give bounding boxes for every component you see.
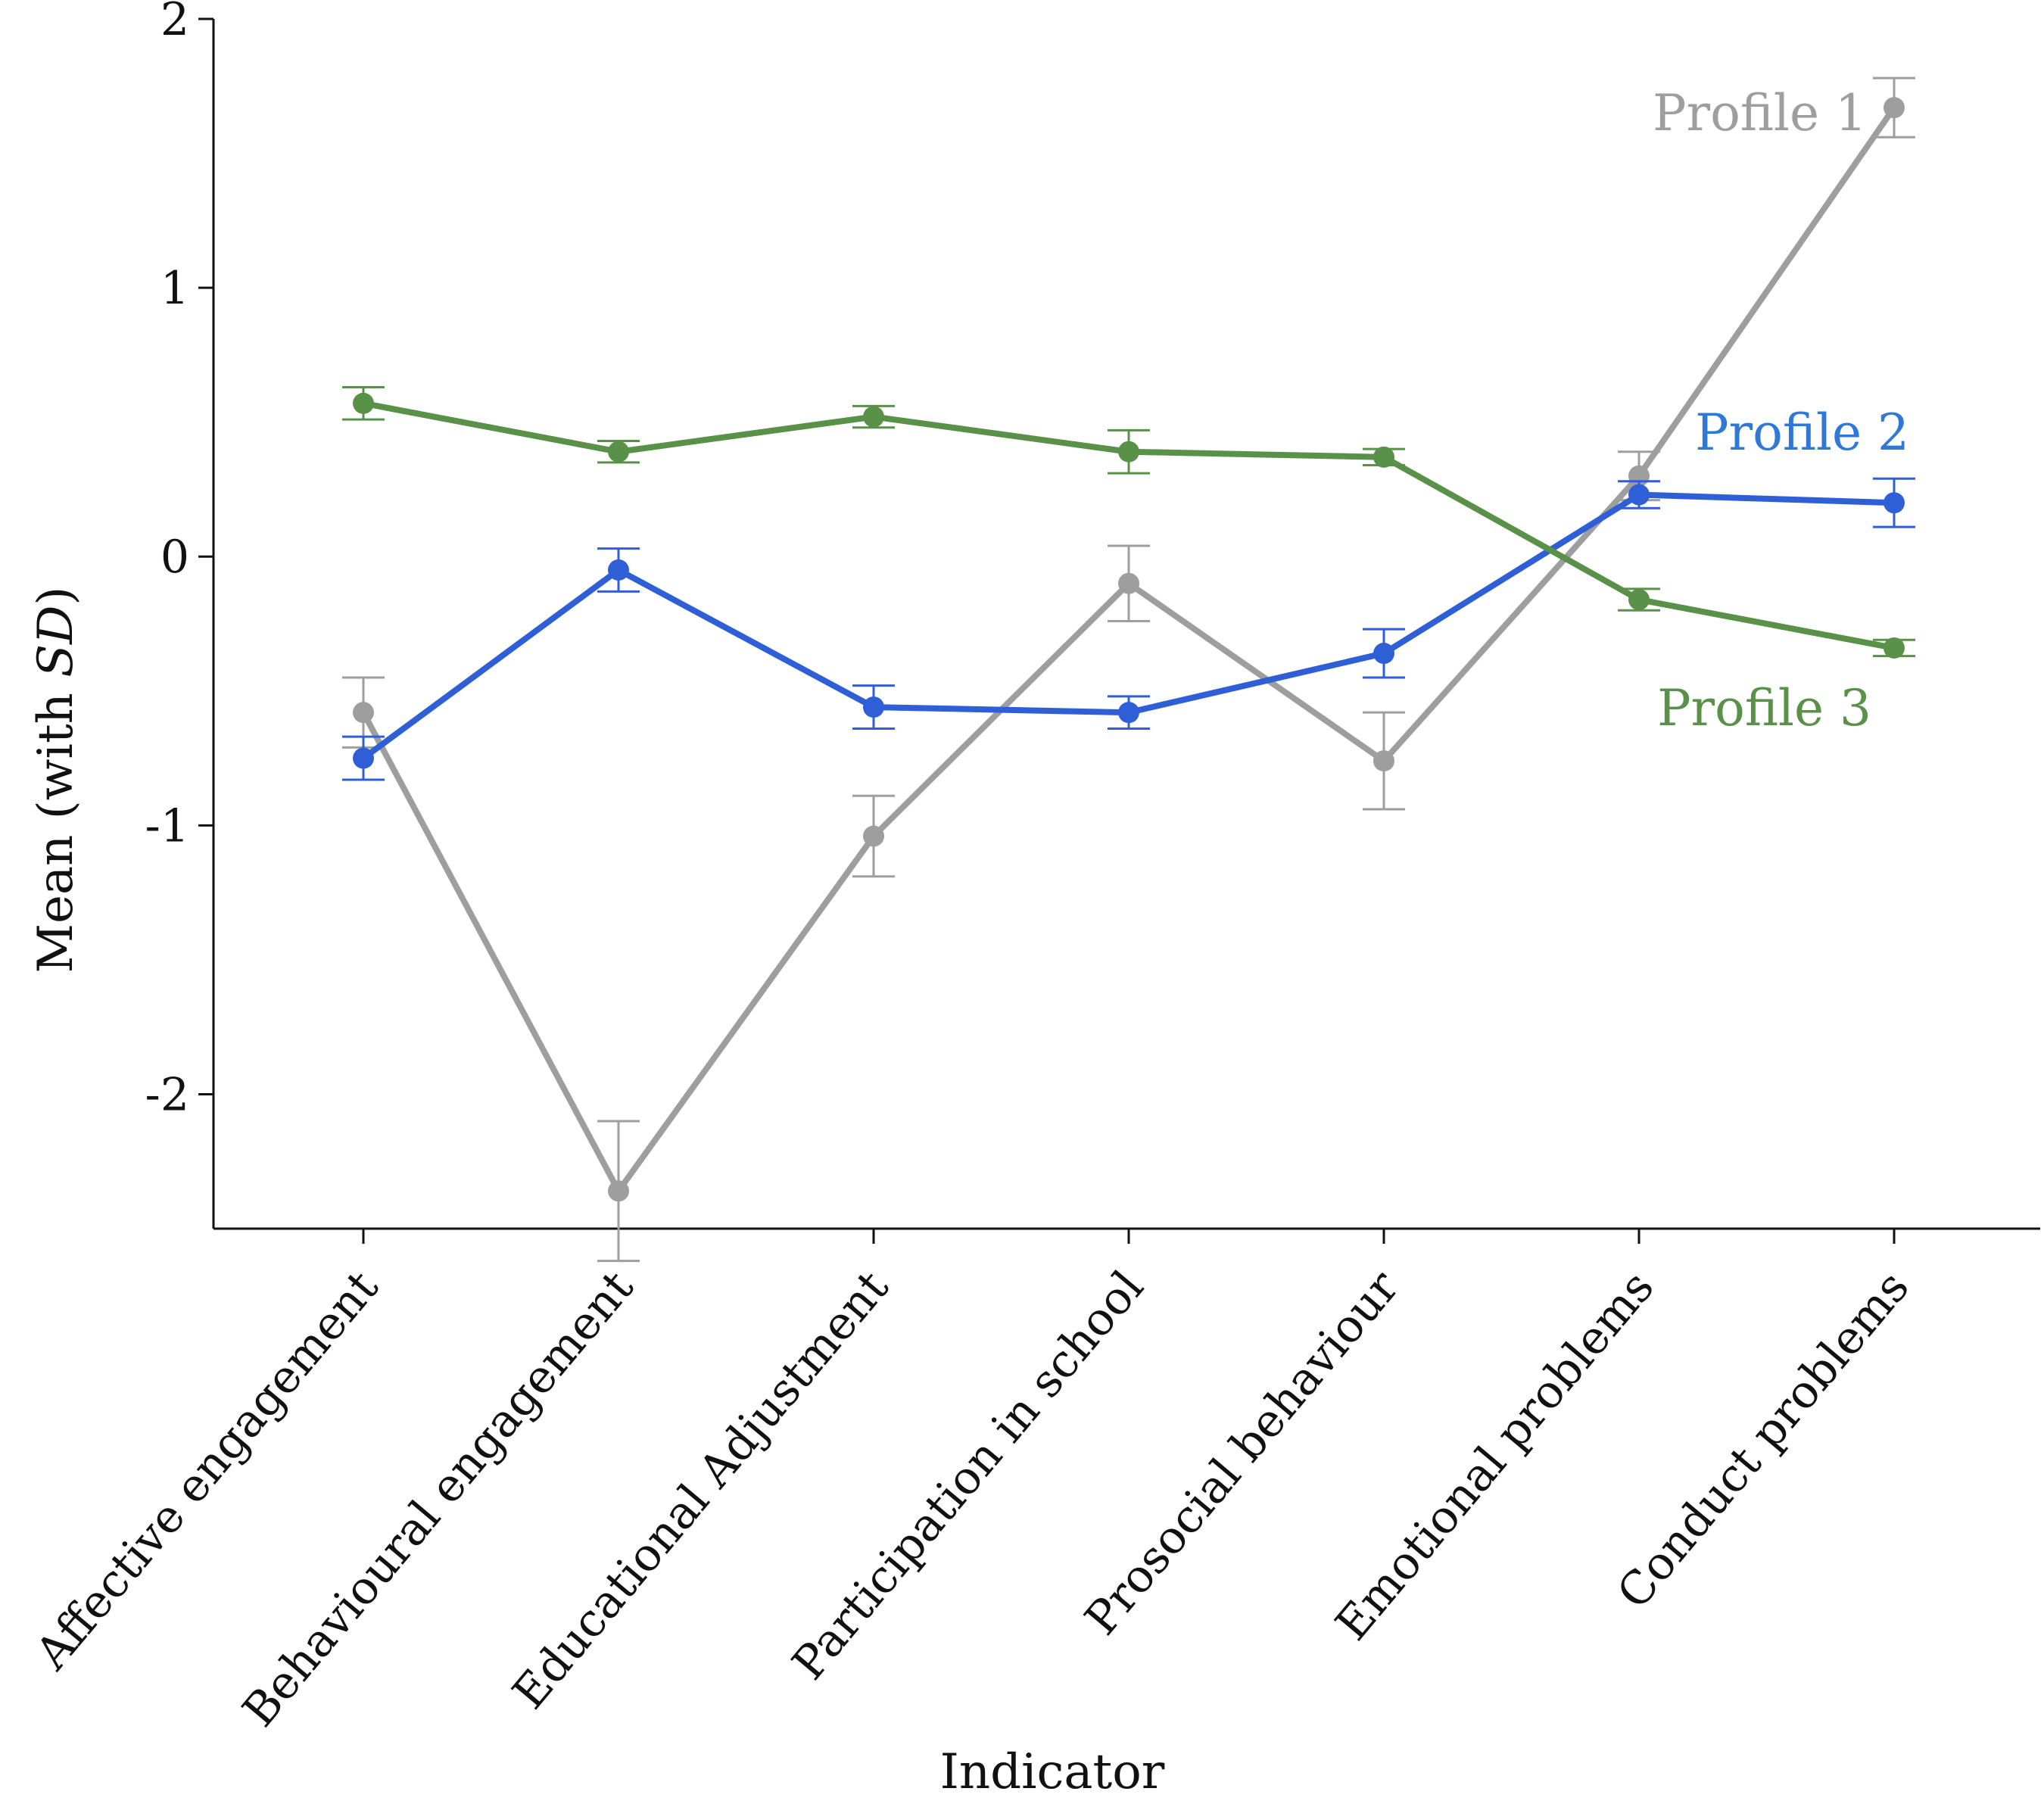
y-ticks: 2 1 0 -1 -2 [145, 0, 213, 1121]
x-axis-title: Indicator [940, 1744, 1165, 1800]
y-axis-title-italic: SD [28, 606, 84, 678]
data-point [1373, 643, 1394, 665]
data-point [353, 747, 374, 769]
data-point [1118, 702, 1139, 724]
series-label-2: Profile 2 [1695, 403, 1909, 462]
y-tick-label: 2 [160, 0, 189, 46]
data-point [353, 702, 374, 724]
data-point [863, 696, 884, 718]
data-point [1118, 572, 1139, 594]
series-label-3: Profile 3 [1657, 679, 1871, 737]
data-point [1373, 446, 1394, 468]
y-tick-label: -2 [145, 1068, 189, 1121]
series-1 [342, 76, 1915, 1263]
data-point [608, 1180, 629, 1202]
series-2 [342, 477, 1915, 781]
y-tick-label: 0 [160, 531, 189, 584]
data-point [1118, 441, 1139, 463]
y-tick-label: -1 [145, 799, 189, 852]
data-point [1884, 97, 1905, 119]
x-tick-label: Conduct problems [1607, 1261, 1920, 1619]
series-3 [342, 386, 1915, 659]
series-layer [342, 76, 1915, 1263]
data-point [863, 406, 884, 428]
data-point [1373, 750, 1394, 772]
data-point [608, 559, 629, 581]
axes [212, 19, 2040, 1230]
data-point [1884, 492, 1905, 514]
y-axis-title-end: ) [28, 587, 84, 606]
data-point [353, 392, 374, 414]
data-point [1628, 589, 1650, 611]
data-point [608, 441, 629, 463]
series-label-1: Profile 1 [1653, 84, 1867, 142]
y-axis-title-main: Mean (with [28, 678, 84, 974]
y-tick-label: 1 [160, 262, 189, 315]
series-labels: Profile 1 Profile 2 Profile 3 [1653, 84, 1909, 737]
y-axis-title: Mean (with SD) [28, 587, 84, 974]
data-point [863, 825, 884, 847]
data-point [1628, 484, 1650, 506]
series-line [360, 104, 1897, 1195]
data-point [1884, 637, 1905, 659]
